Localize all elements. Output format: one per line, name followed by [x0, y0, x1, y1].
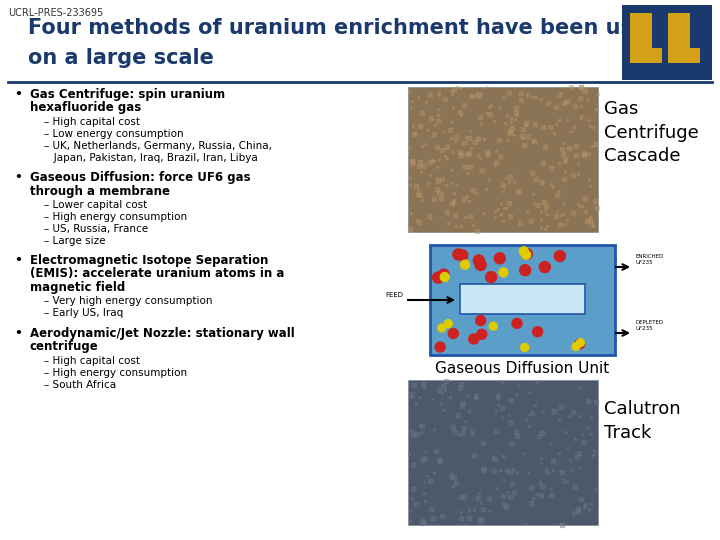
Text: •: •: [14, 88, 22, 101]
Text: DEPLETED
UF235: DEPLETED UF235: [635, 320, 663, 331]
Bar: [460, 284, 585, 314]
Text: – US, Russia, France: – US, Russia, France: [44, 224, 148, 234]
Circle shape: [433, 272, 444, 283]
Text: Japan, Pakistan, Iraq, Brazil, Iran, Libya: Japan, Pakistan, Iraq, Brazil, Iran, Lib…: [44, 153, 258, 163]
Circle shape: [572, 342, 580, 350]
Circle shape: [533, 327, 543, 337]
Text: – UK, Netherlands, Germany, Russia, China,: – UK, Netherlands, Germany, Russia, Chin…: [44, 141, 272, 151]
Circle shape: [575, 339, 585, 349]
Text: – Lower capital cost: – Lower capital cost: [44, 200, 148, 210]
Circle shape: [495, 253, 505, 264]
Text: – High energy consumption: – High energy consumption: [44, 212, 187, 222]
Text: •: •: [14, 171, 22, 184]
Text: FEED: FEED: [385, 292, 403, 298]
Text: – High energy consumption: – High energy consumption: [44, 368, 187, 377]
Circle shape: [539, 261, 550, 273]
Text: Gaseous Diffusion Unit: Gaseous Diffusion Unit: [436, 361, 610, 376]
Circle shape: [444, 320, 452, 328]
Circle shape: [499, 268, 508, 277]
Circle shape: [449, 328, 459, 339]
Bar: [668, 48, 700, 63]
Text: •: •: [14, 254, 22, 267]
Text: Gaseous Diffusion: force UF6 gas: Gaseous Diffusion: force UF6 gas: [30, 171, 251, 184]
Circle shape: [453, 249, 464, 260]
Circle shape: [438, 324, 446, 332]
Circle shape: [486, 272, 497, 282]
Circle shape: [577, 339, 585, 347]
Circle shape: [469, 334, 479, 344]
Circle shape: [521, 248, 532, 260]
Bar: [630, 48, 662, 63]
Circle shape: [435, 342, 445, 352]
Bar: [630, 13, 652, 63]
Bar: [668, 13, 690, 63]
Bar: [408, 380, 598, 525]
Circle shape: [521, 251, 531, 259]
Circle shape: [477, 329, 487, 339]
Text: – High capital cost: – High capital cost: [44, 355, 140, 366]
Text: Calutron
Track: Calutron Track: [604, 400, 680, 442]
Circle shape: [519, 247, 528, 256]
Text: – Early US, Iraq: – Early US, Iraq: [44, 308, 123, 319]
Text: Gas Centrifuge: spin uranium: Gas Centrifuge: spin uranium: [30, 88, 225, 101]
Circle shape: [475, 259, 486, 271]
Text: on a large scale: on a large scale: [28, 48, 214, 68]
Text: hexafluoride gas: hexafluoride gas: [30, 102, 141, 114]
Text: – High capital cost: – High capital cost: [44, 117, 140, 127]
Text: – Very high energy consumption: – Very high energy consumption: [44, 296, 212, 307]
Bar: [430, 245, 615, 355]
Text: through a membrane: through a membrane: [30, 185, 170, 198]
Circle shape: [512, 319, 522, 328]
Circle shape: [456, 249, 468, 261]
Text: – Large size: – Large size: [44, 236, 106, 246]
Text: centrifuge: centrifuge: [30, 340, 99, 353]
Circle shape: [461, 260, 469, 269]
Text: ENRICHED
UF235: ENRICHED UF235: [635, 254, 663, 265]
Text: Four methods of uranium enrichment have been used: Four methods of uranium enrichment have …: [28, 18, 662, 38]
Circle shape: [521, 343, 528, 352]
Text: Aerodynamic/Jet Nozzle: stationary wall: Aerodynamic/Jet Nozzle: stationary wall: [30, 327, 294, 340]
Circle shape: [476, 315, 486, 326]
Bar: [622, 5, 712, 80]
Circle shape: [473, 255, 485, 266]
Circle shape: [438, 269, 449, 280]
Text: magnetic field: magnetic field: [30, 281, 125, 294]
Circle shape: [520, 265, 531, 276]
Bar: [408, 87, 598, 232]
Circle shape: [440, 273, 449, 281]
Circle shape: [490, 322, 498, 330]
Text: Electromagnetic Isotope Separation: Electromagnetic Isotope Separation: [30, 254, 269, 267]
Text: – Low energy consumption: – Low energy consumption: [44, 129, 184, 139]
Text: – South Africa: – South Africa: [44, 380, 116, 389]
Text: •: •: [14, 327, 22, 340]
Circle shape: [554, 251, 565, 261]
Text: UCRL-PRES-233695: UCRL-PRES-233695: [8, 8, 103, 18]
Text: (EMIS): accelerate uranium atoms in a: (EMIS): accelerate uranium atoms in a: [30, 267, 284, 280]
Text: Gas
Centrifuge
Cascade: Gas Centrifuge Cascade: [604, 100, 698, 165]
